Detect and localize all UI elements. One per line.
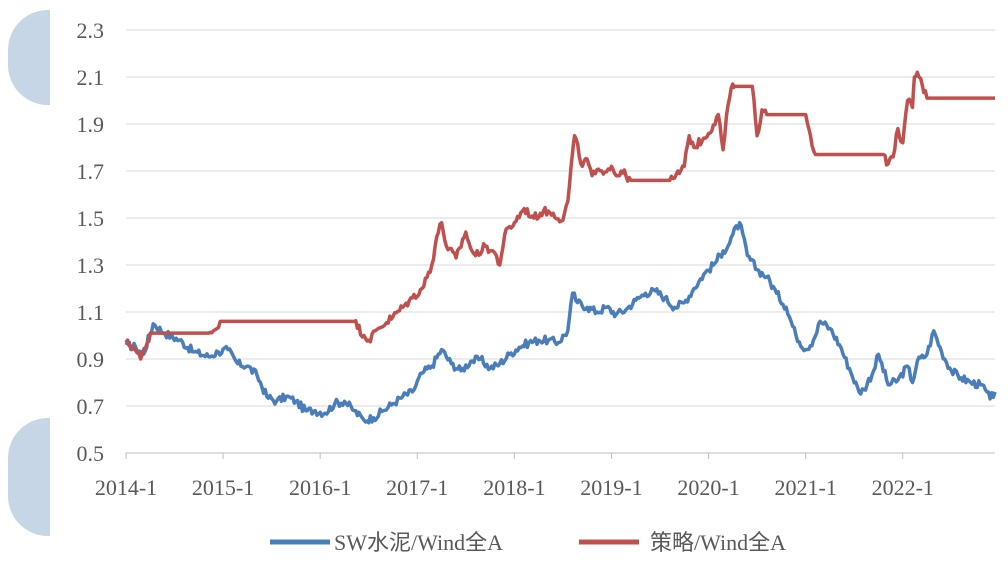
x-axis — [125, 452, 995, 459]
y-tick-label: 1.7 — [77, 159, 105, 184]
y-tick-label: 2.3 — [77, 18, 105, 43]
x-tick-label: 2016-1 — [289, 475, 351, 500]
x-tick-label: 2022-1 — [872, 475, 934, 500]
y-axis-tick-labels: 0.5 0.7 0.9 1.1 1.3 1.5 1.7 1.9 2.1 2.3 — [77, 18, 105, 466]
legend-label-1: 策略/Wind全A — [650, 530, 786, 555]
x-axis-tick-labels: 2014-1 2015-1 2016-1 2017-1 2018-1 2019-1 2020… — [95, 475, 934, 500]
scroll-handle-bottom[interactable] — [8, 418, 50, 536]
legend: SW水泥/Wind全A 策略/Wind全A — [270, 530, 786, 555]
x-tick-label: 2019-1 — [580, 475, 642, 500]
y-tick-label: 1.1 — [77, 300, 105, 325]
x-tick-label: 2017-1 — [386, 475, 448, 500]
y-tick-label: 1.3 — [77, 253, 105, 278]
series-line-1 — [124, 70, 996, 361]
x-tick-label: 2018-1 — [483, 475, 545, 500]
y-tick-label: 1.9 — [77, 112, 105, 137]
grid-lines — [126, 29, 995, 407]
x-tick-label: 2014-1 — [95, 475, 157, 500]
x-tick-label: 2015-1 — [192, 475, 254, 500]
y-tick-label: 0.5 — [77, 441, 105, 466]
x-tick-label: 2020-1 — [677, 475, 739, 500]
y-tick-label: 2.1 — [77, 65, 105, 90]
series-lines — [124, 70, 997, 425]
legend-label-0: SW水泥/Wind全A — [334, 530, 503, 555]
series-line-0 — [124, 220, 997, 425]
y-tick-label: 0.9 — [77, 347, 105, 372]
y-tick-label: 1.5 — [77, 206, 105, 231]
y-tick-label: 0.7 — [77, 394, 105, 419]
x-tick-label: 2021-1 — [775, 475, 837, 500]
